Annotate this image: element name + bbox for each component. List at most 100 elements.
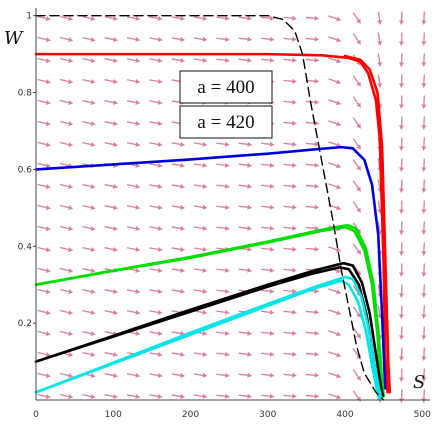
- direction-arrow: [216, 57, 230, 63]
- direction-arrow: [171, 204, 185, 210]
- direction-arrow: [328, 351, 341, 358]
- tick-labels: 0 100 200 300 400 500 0.2 0.4 0.6 0.8 1: [18, 12, 431, 420]
- direction-arrow: [193, 15, 207, 21]
- direction-arrow: [126, 246, 140, 253]
- annotation-a420: a = 420: [197, 112, 254, 133]
- direction-arrow: [59, 183, 73, 190]
- direction-arrow: [421, 179, 427, 193]
- direction-arrow: [82, 267, 96, 274]
- direction-arrow: [149, 120, 163, 127]
- direction-arrow: [421, 95, 427, 109]
- direction-arrow: [305, 204, 319, 210]
- x-tick-label: 0: [33, 410, 39, 420]
- direction-arrow: [171, 330, 185, 336]
- direction-arrow: [193, 141, 207, 147]
- direction-arrow: [37, 99, 51, 106]
- direction-arrow: [305, 246, 319, 252]
- direction-arrow: [193, 267, 207, 273]
- direction-arrow: [37, 78, 51, 85]
- direction-arrow: [260, 57, 275, 63]
- x-tick-label: 400: [336, 410, 353, 420]
- direction-arrow: [104, 99, 118, 106]
- direction-arrow: [193, 246, 207, 252]
- direction-arrow: [193, 372, 207, 378]
- direction-arrow: [328, 36, 341, 43]
- direction-arrow: [59, 36, 73, 43]
- direction-arrow: [328, 246, 341, 253]
- direction-arrow: [37, 372, 51, 379]
- direction-arrow: [104, 36, 118, 43]
- direction-arrow: [328, 330, 341, 337]
- direction-arrow: [260, 288, 275, 294]
- direction-arrow: [126, 225, 140, 232]
- direction-arrow: [216, 288, 230, 294]
- direction-arrow: [171, 57, 185, 63]
- x-tick-label: 200: [182, 410, 199, 420]
- direction-arrow: [193, 57, 207, 63]
- direction-arrow: [398, 242, 405, 256]
- direction-arrow: [352, 180, 362, 192]
- direction-arrow: [238, 351, 252, 357]
- direction-arrow: [352, 117, 362, 129]
- direction-arrow: [216, 330, 230, 336]
- direction-arrow: [171, 351, 185, 357]
- direction-arrow: [398, 221, 405, 235]
- direction-arrow: [352, 201, 362, 213]
- direction-arrow: [260, 225, 275, 231]
- direction-arrow: [305, 351, 319, 357]
- direction-arrow: [283, 288, 297, 294]
- direction-arrow: [352, 243, 362, 255]
- direction-arrow: [149, 183, 163, 190]
- direction-arrow: [260, 246, 275, 252]
- direction-arrow: [104, 309, 118, 316]
- direction-arrow: [82, 393, 96, 400]
- direction-arrow: [283, 78, 297, 84]
- direction-arrow: [59, 57, 73, 64]
- trajectory-line-8: [34, 275, 383, 400]
- direction-arrow: [283, 267, 297, 273]
- trajectory-line-7: [34, 279, 381, 400]
- direction-arrow: [149, 351, 163, 358]
- direction-arrow: [398, 305, 405, 319]
- direction-arrow: [149, 225, 163, 232]
- direction-arrow: [82, 183, 96, 190]
- trajectory-line-4: [34, 223, 385, 398]
- direction-arrow: [238, 141, 252, 147]
- direction-arrow: [283, 57, 297, 63]
- y-tick-label: 0.4: [18, 242, 33, 252]
- direction-arrow: [328, 372, 341, 379]
- direction-arrow: [328, 162, 341, 169]
- trajectory-line-6: [34, 261, 385, 398]
- direction-arrow: [82, 78, 96, 85]
- direction-arrow: [328, 57, 341, 64]
- direction-arrow: [398, 11, 405, 25]
- direction-arrow: [216, 351, 230, 357]
- direction-arrow: [305, 36, 319, 42]
- direction-arrow: [421, 368, 427, 382]
- direction-arrow: [283, 225, 297, 231]
- direction-arrow: [104, 183, 118, 190]
- direction-arrow: [260, 204, 275, 210]
- direction-arrow: [59, 330, 73, 337]
- direction-arrow: [421, 284, 427, 298]
- direction-arrow: [238, 330, 252, 336]
- direction-arrow: [126, 183, 140, 190]
- direction-arrow: [149, 141, 163, 148]
- direction-field: [37, 11, 427, 403]
- direction-arrow: [171, 246, 185, 252]
- direction-arrow: [59, 267, 73, 274]
- direction-arrow: [328, 99, 341, 106]
- direction-arrow: [398, 263, 405, 277]
- direction-arrow: [82, 225, 96, 232]
- direction-arrow: [421, 158, 427, 172]
- direction-arrow: [260, 162, 275, 168]
- direction-arrow: [238, 162, 252, 168]
- direction-arrow: [421, 32, 427, 46]
- x-tick-label: 300: [259, 410, 276, 420]
- direction-arrow: [216, 15, 230, 21]
- direction-arrow: [149, 309, 163, 316]
- direction-arrow: [171, 393, 185, 399]
- direction-arrow: [260, 393, 275, 399]
- direction-arrow: [82, 120, 96, 127]
